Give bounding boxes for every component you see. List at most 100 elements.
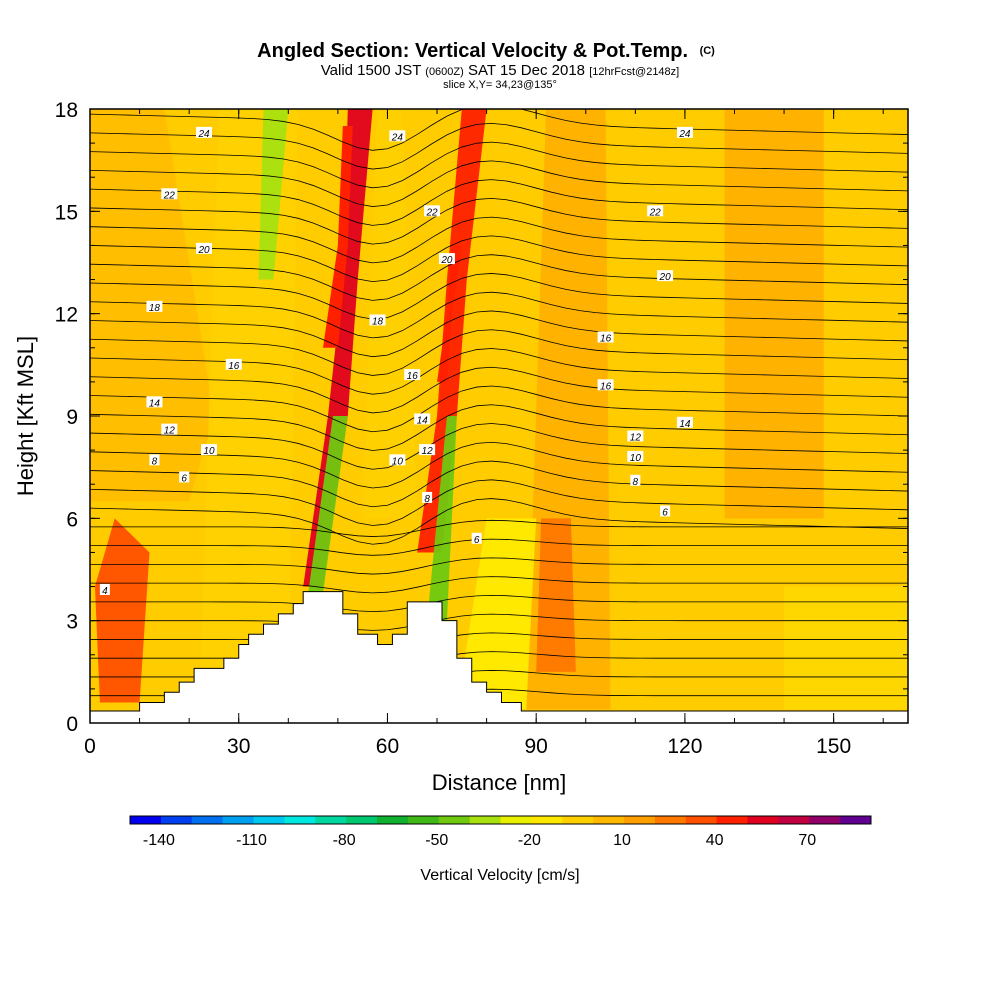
contour-label-box [149,454,160,466]
contour-label: 22 [647,205,664,218]
x-tick-label: 30 [227,735,250,758]
pot-temp-isoline [90,291,908,339]
contour-label-box [627,450,644,462]
pot-temp-isoline [90,310,908,358]
contour-label: 8 [422,491,433,505]
contour-label-box [99,583,110,595]
contour-label-text: 16 [600,381,612,392]
pot-temp-isoline [90,366,908,414]
contour-label: 20 [657,270,674,283]
colorbar-swatch [284,816,316,824]
pot-temp-isoline [90,273,908,320]
pot-temp-isoline [90,557,908,575]
pot-temp-isoline [90,613,908,631]
contour-label: 16 [597,379,614,392]
terrain-mask [89,591,909,724]
contour-label-text: 10 [630,453,642,464]
contour-label-text: 14 [417,415,429,426]
y-tick-label: 15 [55,201,78,224]
contour-label-box [161,423,178,435]
pot-temp-isoline [90,385,908,433]
contour-label-box [438,253,455,265]
contour-label: 6 [179,471,190,484]
contour-label: 10 [627,450,644,464]
contour-label-box [146,300,163,312]
colorbar-swatch [253,816,285,824]
contour-label: 16 [225,358,242,372]
colorbar-tick-label: 10 [613,832,631,849]
colorbar-swatch [438,816,471,824]
contour-labels: 24 24 24 22 22 22 20 20 20 18 18 16 16 16 16 14 14 14 12 12… [99,126,693,597]
contour-label-box [660,505,671,517]
contour-label-box [196,242,213,254]
pot-temp-isoline [90,109,908,151]
pot-temp-isoline [90,122,908,170]
contour-label-box [200,444,217,456]
chart-subtitle: Valid 1500 JST (0600Z) SAT 15 Dec 2018 [… [321,62,679,79]
contour-label-text: 6 [662,508,668,519]
pot-temp-isoline [90,576,908,594]
pot-temp-isoline [90,197,908,245]
colorbar-swatch [469,816,501,824]
colorbar [129,815,872,825]
contour-label: 4 [99,583,110,597]
colorbar-swatch [809,816,841,824]
contour-label-text: 6 [181,473,187,484]
x-tick-label: 150 [816,735,851,758]
colorbar-swatch [716,816,748,824]
pot-temp-isoline [90,160,908,207]
y-tick-label: 3 [66,611,78,634]
contour-label-text: 22 [649,207,662,218]
x-axis: 0 30 60 90 120 150 [84,109,884,758]
contour-label: 14 [676,416,693,430]
contour-label-box [422,491,433,503]
contour-label: 8 [630,474,641,488]
contour-label: 18 [146,300,163,314]
x-tick-label: 120 [667,735,702,758]
x-tick-label: 60 [376,735,399,758]
contour-label-text: 20 [659,272,672,283]
contour-label-text: 12 [164,426,176,437]
contour-label-box [196,126,213,138]
contour-label-box [597,379,614,391]
x-tick-label: 90 [525,735,548,758]
contour-label-text: 8 [152,456,158,467]
contour-label: 20 [438,253,455,266]
contour-label-box [389,454,406,466]
pot-temp-isoline [90,254,908,301]
pot-temp-isoline [90,329,908,376]
x-axis-label: Distance [nm] [432,770,567,795]
contour-label-box [225,358,242,370]
colorbar-frame [129,815,872,825]
y-tick-label: 6 [66,508,78,531]
colorbar-ticks: -140 -110 -80 -50 -20 10 40 70 [143,832,816,849]
contour-label-text: 24 [391,132,404,143]
colorbar-tick-label: 70 [798,832,816,849]
contour-label-box [161,188,178,200]
pot-temp-isoline [90,460,908,508]
contour-label-text: 18 [372,316,384,327]
contour-label: 6 [660,505,671,519]
y-tick-label: 9 [66,406,78,429]
colorbar-swatch [130,816,162,824]
colorbar-swatch [407,816,440,824]
contour-label-text: 10 [392,456,404,467]
pot-temp-isoline [90,479,908,526]
contour-label: 6 [471,532,482,546]
contour-label-text: 8 [633,477,639,488]
contour-label: 22 [424,205,441,218]
contour-label-box [597,331,614,343]
contour-label: 20 [196,242,213,256]
contour-label-text: 8 [424,494,430,505]
contour-label: 18 [369,314,386,327]
vertical-velocity-field [90,109,908,723]
slice-info: slice X,Y= 34,23@135° [443,79,557,91]
chart-title-unit: (C) [700,45,716,57]
contour-label-box [676,416,693,428]
contour-label-text: 12 [422,446,434,457]
contour-label-text: 20 [197,245,210,256]
velocity-band [724,109,824,519]
pot-temp-isoline [90,404,908,451]
contour-label: 24 [676,126,693,140]
